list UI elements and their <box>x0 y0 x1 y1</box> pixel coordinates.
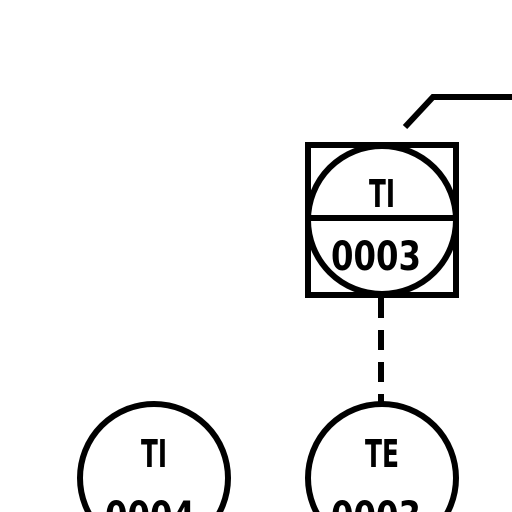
instrument-bubble <box>305 401 459 512</box>
instrument-tag-number: 0003 <box>331 234 421 280</box>
signal-line-solid <box>402 94 512 130</box>
instrument-function-label: TI <box>141 432 167 476</box>
instrument-ti-0004[interactable]: TI 0004 <box>77 401 231 512</box>
instrument-bubble <box>77 401 231 512</box>
instrument-te-0003[interactable]: TE 0003 <box>305 401 459 512</box>
instrument-tag-number: 0003 <box>331 494 421 512</box>
instrument-ti-0003[interactable]: TI 0003 <box>305 142 459 298</box>
instrument-function-label: TE <box>365 432 399 476</box>
instrument-function-label: TI <box>369 172 395 216</box>
instrument-tag-number: 0004 <box>105 494 195 512</box>
